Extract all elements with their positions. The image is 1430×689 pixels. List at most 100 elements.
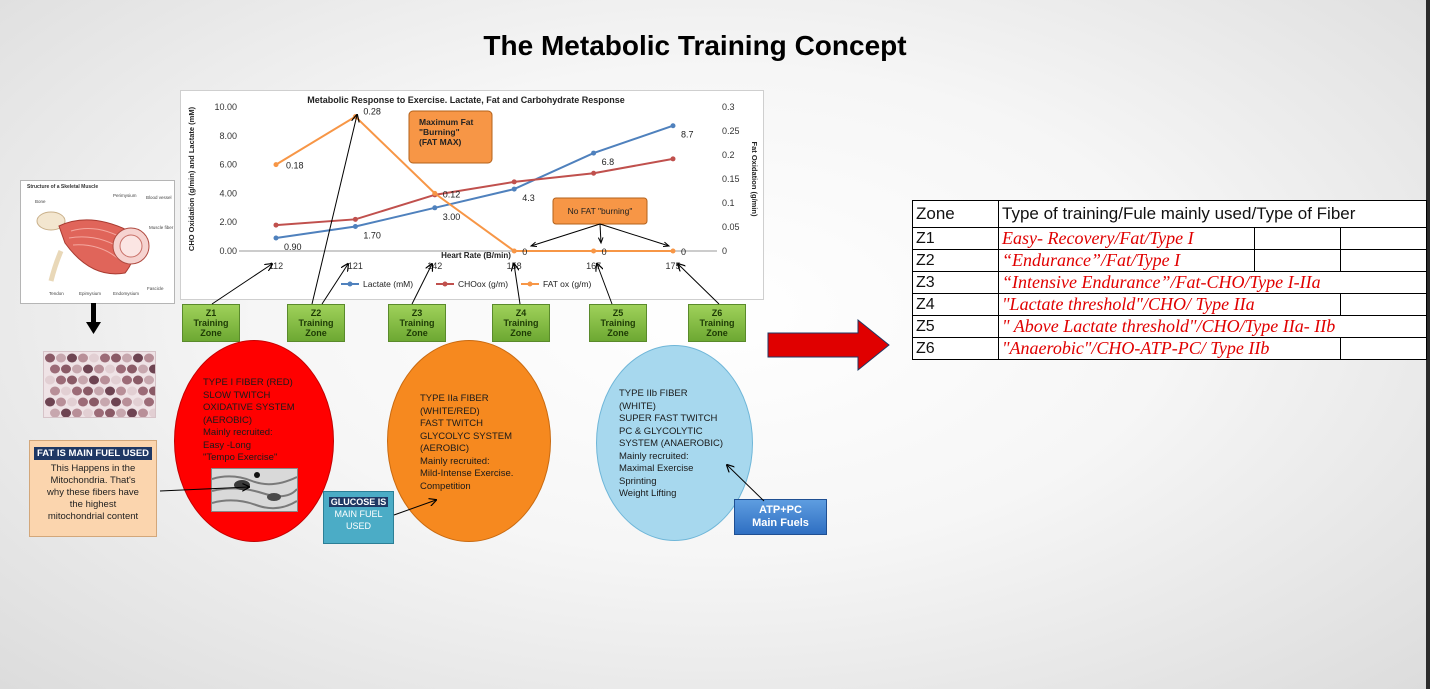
fiber-cell: [56, 375, 66, 385]
table-cell-desc: "Lactate threshold"/CHO/ Type IIa: [998, 293, 1341, 316]
table-header-row: Zone Type of training/Fule mainly used/T…: [912, 200, 1427, 228]
fiber-cell: [138, 408, 148, 417]
table-cell-empty: [1340, 249, 1427, 272]
table-cell-empty: [1340, 227, 1427, 250]
y-left-axis-label: CHO Oxidation (g/min) and Lactate (mM): [187, 106, 196, 251]
muscle-label-muscle-fiber: Muscle fiber: [149, 225, 174, 230]
fiber-cell: [89, 375, 99, 385]
series-point-0: [273, 235, 279, 241]
fiber-cell: [94, 408, 104, 417]
y-right-tick-label: 0.25: [722, 126, 740, 136]
table-cell-desc: "Anaerobic"/CHO-ATP-PC/ Type IIb: [998, 337, 1341, 360]
table-row: Z4 "Lactate threshold"/CHO/ Type IIa: [912, 293, 1427, 316]
fat-fuel-callout: FAT IS MAIN FUEL USED This Happens in th…: [29, 440, 157, 537]
muscle-label-blood-vessel: Blood vessel: [146, 195, 172, 200]
zone-box-z2: Z2 Training Zone: [287, 304, 345, 342]
y-left-tick-label: 4.00: [219, 188, 237, 198]
fiber-cell: [56, 353, 66, 363]
table-row: Z1 Easy- Recovery/Fat/Type I: [912, 227, 1427, 250]
table-cell-zone: Z6: [912, 337, 999, 360]
nofat-arrow-mid: [599, 223, 602, 244]
muscle-structure-diagram: Structure of a Skeletal Muscle Bone Peri…: [20, 180, 175, 304]
nofat-callout-text: No FAT "burning": [568, 206, 633, 216]
fiber-cell: [127, 386, 137, 396]
series-point-2: [432, 190, 438, 196]
data-label: 0.90: [284, 242, 302, 252]
y-right-tick-label: 0.15: [722, 174, 740, 184]
table-row: Z5 " Above Lactate threshold"/CHO/Type I…: [912, 315, 1427, 338]
x-tick-label: 112: [269, 261, 283, 271]
series-point-1: [511, 179, 517, 185]
series-point-1: [670, 156, 676, 162]
fiber-cell: [127, 408, 137, 417]
series-point-0: [352, 224, 358, 230]
down-arrow-icon: [86, 303, 101, 334]
fiber-cell: [122, 353, 132, 363]
fiber-cell: [111, 375, 121, 385]
y-left-tick-label: 2.00: [219, 217, 237, 227]
table-cell-zone: Z3: [912, 271, 999, 294]
chart-title: Metabolic Response to Exercise. Lactate,…: [307, 95, 625, 105]
nofat-arrow-left-head: [529, 241, 538, 248]
mitochondria-image: [211, 468, 298, 512]
metabolic-chart: Metabolic Response to Exercise. Lactate,…: [180, 90, 764, 300]
x-tick-label: 158: [507, 261, 522, 271]
data-label: 0: [602, 247, 607, 257]
fiber-cell: [61, 364, 71, 374]
zone-box-z4: Z4 Training Zone: [492, 304, 550, 342]
x-tick-label: 167: [586, 261, 601, 271]
y-right-tick-label: 0.1: [722, 198, 735, 208]
series-point-0: [591, 150, 597, 156]
table-cell-desc: “Endurance”/Fat/Type I: [998, 249, 1255, 272]
series-point-0: [511, 186, 517, 192]
data-label: 0.18: [286, 161, 304, 171]
fiber-cell: [67, 353, 77, 363]
y-left-tick-label: 0.00: [219, 246, 237, 256]
table-cell-zone: Z1: [912, 227, 999, 250]
data-label: 8.7: [681, 130, 694, 140]
muscle-label-perimysium: Perimysium: [113, 193, 137, 198]
right-arrow-icon: [767, 318, 890, 372]
table-cell-zone: Z5: [912, 315, 999, 338]
fiber-cell: [100, 353, 110, 363]
y-right-tick-label: 0.2: [722, 150, 735, 160]
series-point-1: [591, 170, 597, 176]
fiber-cell: [133, 353, 143, 363]
type2b-fiber-ellipse: TYPE IIb FIBER (WHITE) SUPER FAST TWITCH…: [596, 345, 753, 541]
table-header-type: Type of training/Fule mainly used/Type o…: [998, 200, 1427, 228]
fiber-cell: [89, 397, 99, 407]
data-label: 1.70: [363, 231, 381, 241]
fiber-cell: [105, 408, 115, 417]
fiber-cell: [89, 353, 99, 363]
chart-svg: Metabolic Response to Exercise. Lactate,…: [187, 95, 759, 289]
fiber-cell: [127, 364, 137, 374]
fiber-cell: [72, 364, 82, 374]
fatmax-callout-text: Maximum Fat: [419, 117, 473, 127]
table-cell-empty: [1340, 293, 1427, 316]
table-cell-empty: [1254, 227, 1341, 250]
table-cell-empty: [1340, 337, 1427, 360]
fiber-cell: [83, 408, 93, 417]
fiber-cell: [45, 353, 55, 363]
fiber-cell: [122, 375, 132, 385]
fiber-cell: [100, 375, 110, 385]
fiber-cell: [133, 375, 143, 385]
fiber-cell: [78, 375, 88, 385]
fiber-cell: [94, 386, 104, 396]
fatmax-callout-text: (FAT MAX): [419, 137, 462, 147]
fiber-cell: [83, 386, 93, 396]
table-cell-desc: “Intensive Endurance”/Fat-CHO/Type I-IIa: [998, 271, 1427, 294]
legend-label: Lactate (mM): [363, 279, 413, 289]
y-right-tick-label: 0.3: [722, 102, 735, 112]
legend-label: CHOox (g/m): [458, 279, 508, 289]
y-right-tick-label: 0.05: [722, 222, 740, 232]
fatmax-callout-box: [408, 110, 493, 164]
fiber-cell: [105, 386, 115, 396]
fiber-cell: [72, 386, 82, 396]
fiber-cell: [67, 397, 77, 407]
series-point-2: [670, 248, 676, 254]
y-right-axis-label: Fat Oxidation (g/min): [750, 142, 759, 217]
y-left-tick-label: 8.00: [219, 131, 237, 141]
x-tick-label: 121: [348, 261, 363, 271]
data-label: 0: [681, 247, 686, 257]
